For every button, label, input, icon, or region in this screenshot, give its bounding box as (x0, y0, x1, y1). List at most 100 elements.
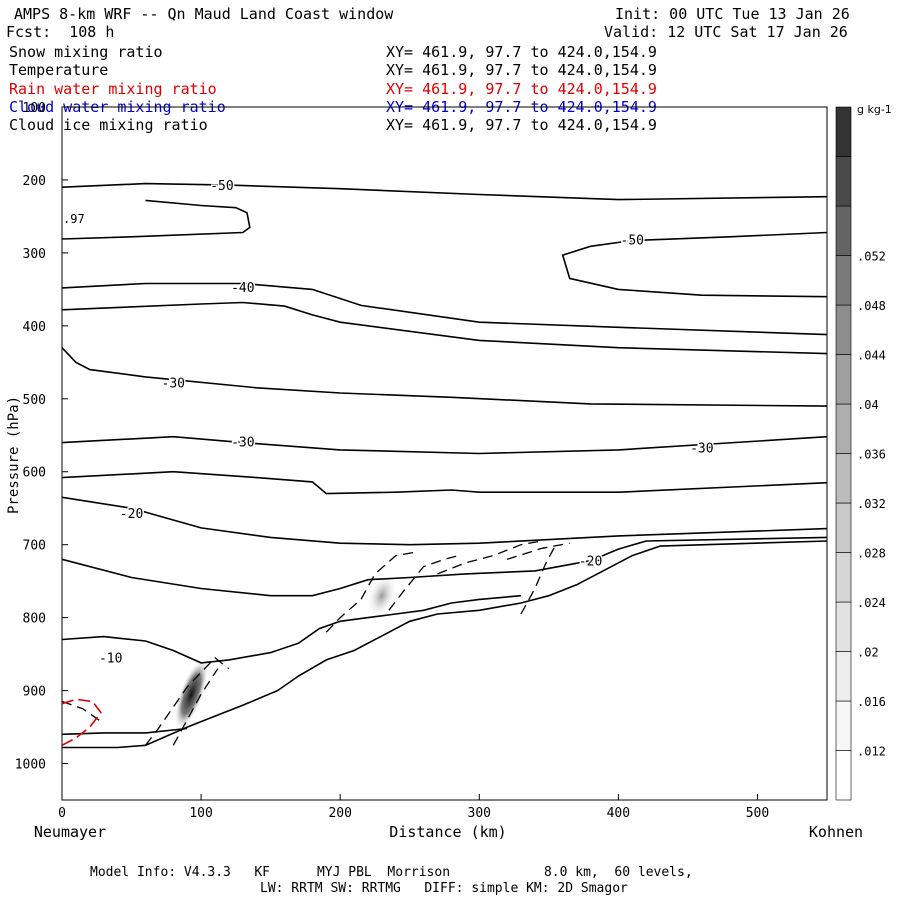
legend-xy-temperature: XY= 461.9, 97.7 to 424.0,154.9 (386, 61, 657, 79)
temperature-contour-line (561, 231, 828, 298)
colorbar-tick-label: .04 (857, 398, 879, 412)
y-axis-label: Pressure (hPa) (6, 396, 22, 514)
colorbar-band (835, 156, 852, 207)
colorbar-tick-label: .016 (857, 695, 886, 709)
x-axis-label: Distance (km) (389, 823, 506, 841)
contour-label: -40 (231, 281, 254, 296)
colorbar-band (835, 106, 852, 157)
colorbar-tick-label: .032 (857, 497, 886, 511)
legend-label-cloud-ice: Cloud ice mixing ratio (9, 116, 208, 134)
y-tick-label: 600 (23, 466, 46, 481)
colorbar-tick-label: .044 (857, 349, 886, 363)
temperature-contour-line (61, 470, 828, 495)
init-time: Init: 00 UTC Tue 13 Jan 26 (615, 5, 850, 23)
y-tick-label: 500 (23, 393, 46, 408)
contour-label: -30 (690, 441, 713, 456)
temperature-contour-line (61, 301, 828, 355)
y-tick-label: 900 (23, 685, 46, 700)
temperature-contour-line (61, 347, 828, 407)
colorbar: .012 .016 .02 .024 .028 .032 .036 .04 .044 .048 .0… (835, 103, 892, 801)
rain-contour-line (61, 698, 102, 747)
colorbar-tick-label: .036 (857, 448, 886, 462)
temperature-contour-line (61, 536, 828, 597)
colorbar-band (835, 651, 852, 702)
colorbar-tick-label: .028 (857, 547, 886, 561)
colorbar-band (835, 700, 852, 751)
legend-xy-snow: XY= 461.9, 97.7 to 424.0,154.9 (386, 43, 657, 61)
colorbar-band (835, 403, 852, 454)
physics-info: LW: RRTM SW: RRTMG DIFF: simple KM: 2D S… (260, 881, 628, 896)
snow-contour-line (61, 700, 105, 724)
x-tick-label: 0 (58, 806, 66, 821)
x-tick-label: 100 (189, 806, 212, 821)
y-tick-label: 700 (23, 539, 46, 554)
ice-secondary-shading (366, 572, 398, 619)
colorbar-band (835, 205, 852, 256)
colorbar-band (835, 255, 852, 306)
snow-contours (61, 540, 570, 746)
legend-label-temperature: Temperature (9, 61, 109, 79)
ice-max-shading (174, 658, 209, 731)
plot-frame (61, 106, 828, 801)
snow-contour-line (144, 656, 230, 746)
legend-label-rain: Rain water mixing ratio (9, 80, 217, 98)
colorbar-tick-label: .024 (857, 596, 886, 610)
x-tick-label: 400 (607, 806, 630, 821)
forecast-hour: Fcst: 108 h (6, 23, 115, 41)
y-tick-label: 800 (23, 612, 46, 627)
rain-contours (61, 698, 102, 747)
y-axis: 100 200 300 400 500 600 700 800 900 1000 (15, 101, 68, 773)
terrain-lines (61, 540, 828, 749)
colorbar-tick-label: .02 (857, 646, 879, 660)
colorbar-tick-label: .052 (857, 250, 886, 264)
snow-contour-line (388, 554, 459, 611)
colorbar-band (835, 354, 852, 405)
snow-contour-line (506, 542, 570, 560)
temperature-contour-line (61, 727, 188, 736)
x-tick-label: 300 (468, 806, 491, 821)
contour-label: -20 (120, 507, 143, 522)
temperature-contour-line (61, 182, 828, 201)
page-title: AMPS 8-km WRF -- Qn Maud Land Coast wind… (14, 5, 394, 23)
contour-label: .97 (63, 212, 85, 226)
temperature-contour-line (61, 199, 251, 240)
snow-contour-line (325, 551, 417, 633)
model-info: Model Info: V4.3.3 KF MYJ PBL Morrison 8… (90, 865, 693, 880)
mixing-ratio-shading (174, 572, 398, 731)
y-tick-label: 100 (23, 101, 46, 116)
y-tick-label: 400 (23, 320, 46, 335)
colorbar-band (835, 502, 852, 553)
temperature-contour-line (61, 496, 828, 546)
snow-contour-line (172, 668, 219, 746)
left-endpoint-label: Neumayer (34, 823, 106, 841)
temperature-contour-line (61, 594, 522, 664)
contour-label: -50 (621, 233, 644, 248)
legend-label-snow: Snow mixing ratio (9, 43, 163, 61)
y-tick-label: 300 (23, 247, 46, 262)
x-axis: 0 100 200 300 400 500 (58, 794, 769, 821)
terrain-line (62, 540, 828, 749)
colorbar-tick-label: .012 (857, 745, 886, 759)
colorbar-band (835, 601, 852, 652)
contour-label: -10 (99, 651, 122, 666)
contour-label: -20 (579, 554, 602, 569)
legend-xy-rain: XY= 461.9, 97.7 to 424.0,154.9 (386, 80, 657, 98)
contour-label: -50 (210, 179, 233, 194)
contour-label: -30 (231, 436, 254, 451)
colorbar-unit-label: g kg-1 (857, 103, 892, 116)
contour-label: -30 (162, 376, 185, 391)
colorbar-band (835, 453, 852, 504)
snow-contour-line (520, 544, 557, 615)
y-tick-label: 1000 (15, 758, 46, 773)
x-tick-label: 200 (328, 806, 351, 821)
colorbar-tick-label: .048 (857, 299, 886, 313)
temperature-contour-line (61, 282, 828, 336)
legend-xy-cloud-ice: XY= 461.9, 97.7 to 424.0,154.9 (386, 116, 657, 134)
y-tick-label: 200 (23, 174, 46, 189)
right-endpoint-label: Kohnen (809, 823, 863, 841)
temperature-contours: -50 -50 -40 -30 -30 -30 -20 -20 -10 .97 (61, 177, 828, 668)
colorbar-band (835, 750, 852, 801)
colorbar-band (835, 552, 852, 603)
temperature-contour-line (61, 435, 828, 455)
